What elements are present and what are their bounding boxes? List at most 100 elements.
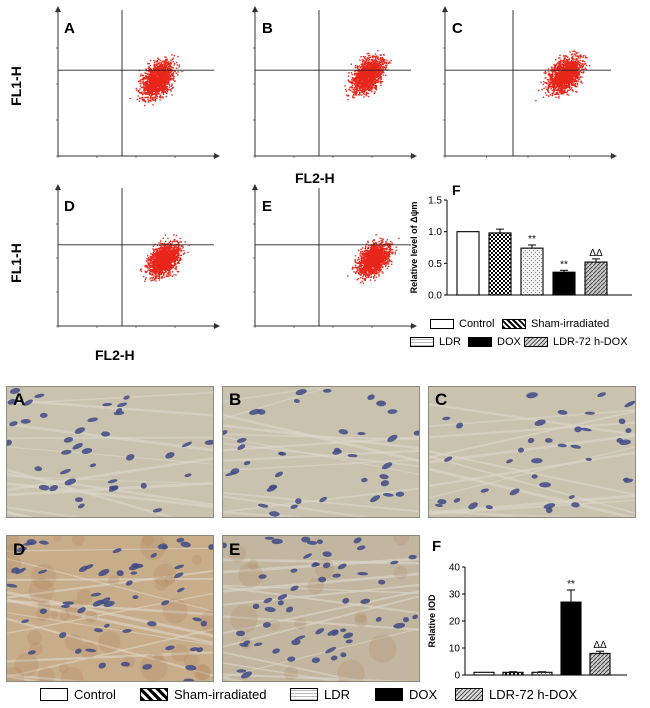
event-dot	[558, 97, 560, 99]
event-dot	[366, 83, 368, 86]
event-dot	[150, 90, 152, 92]
event-dot	[355, 85, 357, 88]
event-dot	[583, 63, 586, 65]
event-dot	[355, 84, 358, 87]
event-dot	[154, 89, 156, 92]
event-dot	[146, 96, 148, 99]
event-dot	[552, 89, 554, 91]
event-dot	[364, 87, 366, 89]
event-dot	[147, 93, 149, 95]
event-dot	[346, 94, 348, 96]
event-dot	[568, 63, 571, 66]
event-dot	[158, 89, 161, 91]
event-dot	[386, 64, 388, 66]
event-dot	[172, 86, 175, 89]
event-dot	[564, 78, 567, 80]
event-dot	[171, 83, 173, 85]
event-dot	[377, 68, 379, 70]
event-dot	[542, 83, 545, 85]
event-dot	[577, 55, 579, 58]
event-dot	[564, 74, 566, 76]
event-dot	[172, 73, 174, 75]
event-dot	[145, 81, 147, 83]
event-dot	[380, 70, 383, 72]
event-dot	[157, 63, 160, 65]
event-dot	[158, 92, 160, 95]
event-dot	[574, 70, 577, 73]
event-dot	[360, 81, 362, 84]
event-dot	[153, 99, 155, 101]
event-dot	[139, 92, 142, 94]
event-dot	[575, 74, 578, 76]
event-dot	[154, 79, 156, 81]
event-dot	[379, 78, 382, 80]
event-dot	[350, 90, 352, 92]
event-dot	[368, 73, 371, 76]
event-dot	[569, 76, 571, 78]
event-dot	[563, 75, 565, 77]
event-dot	[158, 58, 160, 60]
event-dot	[354, 70, 356, 72]
event-dot	[580, 55, 583, 57]
event-dot	[368, 57, 370, 59]
event-dot	[376, 73, 378, 76]
event-dot	[549, 79, 552, 82]
event-dot	[551, 80, 553, 83]
event-dot	[166, 77, 168, 79]
event-dot	[167, 77, 170, 80]
event-dot	[160, 240, 162, 242]
event-dot	[544, 82, 546, 84]
event-dot	[366, 85, 368, 88]
event-dot	[375, 76, 378, 78]
event-dot	[355, 73, 357, 76]
event-dot	[543, 87, 545, 89]
event-dot	[561, 74, 564, 76]
event-dot	[356, 86, 358, 88]
event-dot	[166, 72, 169, 74]
event-dot	[145, 68, 147, 70]
event-dot	[561, 81, 563, 83]
event-dot	[368, 77, 371, 79]
event-dot	[577, 60, 579, 62]
event-dot	[549, 85, 551, 87]
event-dot	[553, 86, 556, 89]
event-dot	[164, 62, 166, 65]
event-dot	[166, 59, 169, 61]
event-dot	[553, 87, 555, 89]
event-dot	[364, 78, 366, 80]
event-dot	[151, 273, 154, 275]
event-dot	[167, 71, 169, 73]
event-dot	[551, 79, 554, 81]
event-dot	[149, 99, 152, 101]
event-dot	[168, 75, 171, 77]
event-dot	[362, 81, 364, 83]
event-dot	[380, 80, 382, 82]
event-dot	[161, 89, 163, 92]
event-dot	[155, 91, 157, 93]
event-dot	[138, 97, 141, 99]
event-dot	[551, 70, 553, 73]
event-dot	[571, 80, 574, 83]
event-dot	[353, 97, 355, 99]
event-dot	[144, 91, 146, 93]
event-dot	[373, 69, 375, 71]
event-dot	[175, 67, 178, 70]
event-dot	[547, 83, 549, 85]
event-dot	[156, 78, 158, 80]
event-dot	[369, 74, 371, 77]
event-dot	[559, 81, 561, 83]
event-dot	[170, 90, 172, 92]
event-dot	[360, 68, 363, 70]
event-dot	[375, 65, 377, 68]
event-dot	[556, 65, 559, 67]
event-dot	[164, 91, 166, 93]
event-dot	[365, 67, 367, 69]
event-dot	[559, 68, 561, 70]
event-dot	[577, 68, 580, 70]
event-dot	[158, 82, 160, 84]
event-dot	[159, 80, 161, 82]
event-dot	[380, 76, 382, 78]
event-dot	[378, 75, 380, 77]
event-dot	[156, 60, 158, 62]
event-dot	[575, 55, 577, 57]
